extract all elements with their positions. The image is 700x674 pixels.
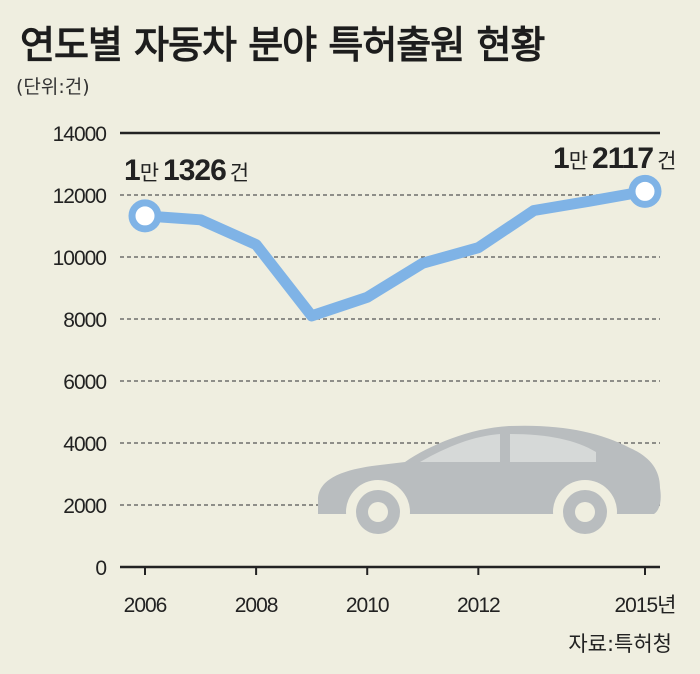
- start-unit: 건: [230, 161, 249, 185]
- y-tick-label: 2000: [63, 495, 106, 518]
- unit-label: (단위:건): [16, 76, 90, 98]
- start-man: 1: [124, 154, 140, 187]
- car-illustration: [318, 425, 661, 544]
- end-man: 1: [553, 142, 569, 175]
- start-point-marker: [128, 199, 162, 233]
- end-man-unit: 만: [569, 149, 588, 173]
- y-tick-label: 14000: [53, 123, 107, 146]
- y-tick-label: 8000: [63, 309, 106, 332]
- source-label: 자료:특허청: [568, 632, 672, 656]
- end-rest: 2117: [592, 142, 653, 175]
- y-tick-label: 6000: [63, 371, 106, 394]
- y-tick-label: 12000: [53, 185, 107, 208]
- x-tick-label: 2012: [457, 594, 500, 617]
- start-annotation: 1만 1326 건: [124, 154, 249, 187]
- y-tick-label: 10000: [53, 247, 107, 270]
- x-tick-label: 2015년: [614, 594, 675, 617]
- series-line: [139, 185, 651, 322]
- start-man-unit: 만: [140, 161, 159, 185]
- end-annotation: 1만 2117 건: [553, 142, 676, 175]
- y-tick-label: 0: [95, 557, 106, 580]
- chart-title: 연도별 자동차 분야 특허출원 현황: [20, 23, 545, 67]
- x-tick-label: 2010: [346, 594, 389, 617]
- y-tick-label: 4000: [63, 433, 106, 456]
- x-tick-label: 2006: [124, 594, 167, 617]
- x-tick-label: 2008: [235, 594, 278, 617]
- end-unit: 건: [657, 149, 676, 173]
- end-point-marker: [628, 174, 662, 208]
- start-rest: 1326: [163, 154, 226, 187]
